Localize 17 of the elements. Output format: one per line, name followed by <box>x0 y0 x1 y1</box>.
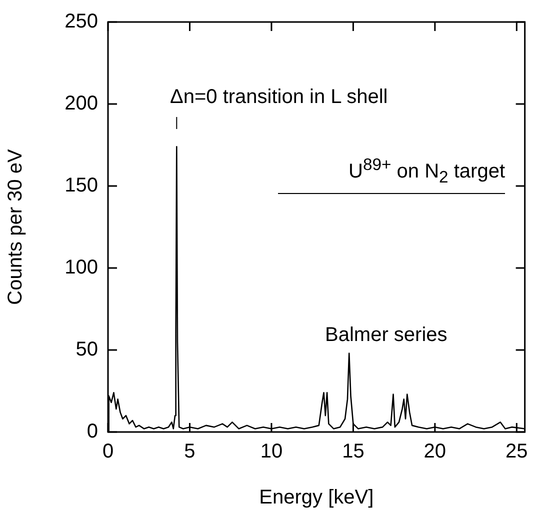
y-tick-label: 200 <box>64 92 98 115</box>
annotation: U$^{89+}$ on N$_{2}$ target <box>278 150 505 194</box>
x-tick-label: 15 <box>342 440 364 463</box>
x-axis-title: Energy [keV] <box>259 486 374 509</box>
y-tick-label: 100 <box>64 256 98 279</box>
x-tick-label: 0 <box>102 440 114 463</box>
x-tick-label: 5 <box>184 440 196 463</box>
x-tick-label: 10 <box>260 440 283 463</box>
annotation: Δn=0 transition in L shell <box>170 85 389 110</box>
y-tick-label: 150 <box>64 174 98 197</box>
y-tick-label: 250 <box>64 10 98 33</box>
x-tick-label: 20 <box>424 440 446 463</box>
y-axis-title: Counts per 30 eV <box>4 148 27 305</box>
annotation: Balmer series <box>325 323 448 348</box>
y-tick-label: 0 <box>86 420 98 443</box>
y-tick-label: 50 <box>76 338 98 361</box>
x-tick-label: 25 <box>506 440 528 463</box>
